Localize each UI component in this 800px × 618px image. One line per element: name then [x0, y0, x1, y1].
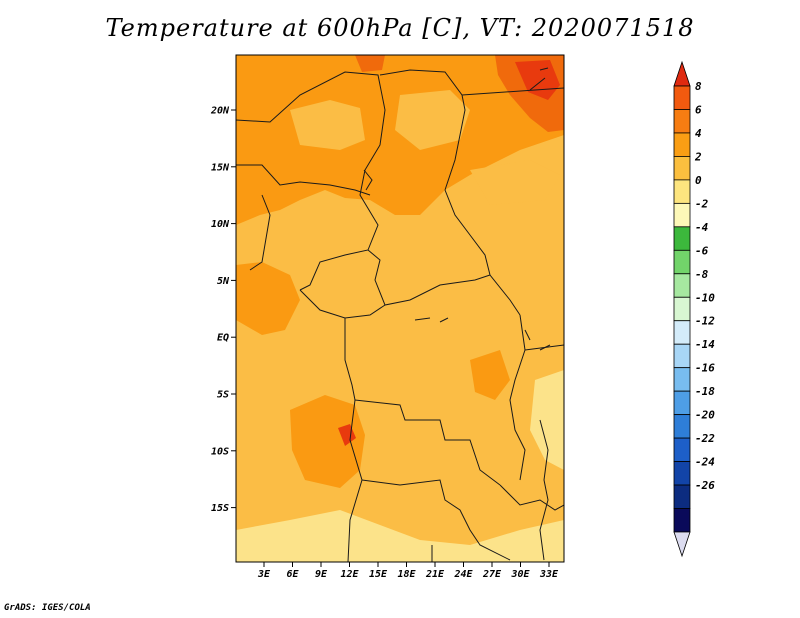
- colorbar-label: -16: [695, 362, 715, 375]
- lon-tick-label: 12E: [340, 569, 359, 580]
- colorbar-label: 2: [694, 150, 702, 163]
- field-light-patch-1: [290, 100, 365, 150]
- border-line: [249, 194, 271, 271]
- field-orange-sw: [290, 395, 365, 488]
- colorbar-label: 0: [695, 174, 702, 187]
- colorbar-swatch: [673, 179, 691, 204]
- field-orange-west: [236, 262, 300, 335]
- lon-tick-label: 21E: [425, 569, 445, 580]
- plot-title: Temperature at 600hPa [C], VT: 202007151…: [105, 14, 695, 42]
- latitude-axis: 20N 15N 10N 5N EQ 5S 10S 15S: [210, 106, 236, 514]
- colorbar-swatch: [673, 273, 691, 298]
- lat-tick-label: EQ: [217, 333, 229, 344]
- colorbar-label: -10: [695, 291, 715, 304]
- colorbar-swatch: [673, 85, 691, 110]
- colorbar-swatch: [673, 249, 691, 275]
- colorbar-swatch: [673, 508, 691, 533]
- border-line: [529, 67, 549, 91]
- lon-tick-label: 3E: [257, 569, 271, 580]
- colorbar-label: -6: [695, 244, 709, 257]
- colorbar-bottom-arrow: [673, 531, 691, 558]
- colorbar-label: 8: [695, 80, 702, 93]
- field-red-n: [355, 55, 385, 72]
- border-line: [361, 479, 511, 561]
- field-light-patch-2: [395, 90, 470, 150]
- colorbar-label: -2: [695, 197, 709, 210]
- lon-tick-label: 24E: [453, 569, 473, 580]
- lat-tick-label: 15S: [211, 503, 229, 514]
- colorbar-swatch: [673, 461, 691, 486]
- colorbar-swatch: [673, 132, 691, 157]
- colorbar-label: -8: [695, 268, 709, 281]
- lon-tick-label: 15E: [369, 569, 388, 580]
- lat-tick-label: 5N: [217, 276, 230, 287]
- field-pale-se: [530, 370, 564, 470]
- colorbar: 8 6 4 2 0 -2 -4 -6 -8 -10 -12 -14 -16 -18 -20 -22 -24 -26: [673, 60, 715, 558]
- colorbar-label: -20: [695, 409, 715, 422]
- lon-tick-label: 6E: [286, 569, 299, 580]
- lon-tick-label: 9E: [315, 569, 328, 580]
- colorbar-swatch: [673, 202, 691, 228]
- lat-tick-label: 20N: [210, 106, 230, 117]
- field-orange-east: [470, 350, 510, 400]
- grads-credit: GrADS: IGES/COLA: [4, 603, 91, 613]
- field-red-core: [515, 60, 560, 100]
- lon-tick-label: 27E: [482, 569, 502, 580]
- border-line: [367, 249, 491, 306]
- colorbar-label: 4: [695, 127, 702, 140]
- temperature-field: [236, 55, 564, 562]
- colorbar-label: -26: [695, 479, 715, 492]
- lat-tick-label: 10S: [211, 446, 229, 457]
- colorbar-swatch: [673, 414, 691, 439]
- colorbar-swatch: [673, 367, 691, 392]
- border-line: [236, 164, 371, 196]
- border-line: [539, 419, 549, 561]
- colorbar-label: -14: [695, 338, 715, 351]
- field-pale-south: [236, 510, 564, 562]
- country-borders: [236, 67, 564, 562]
- lon-tick-label: 33E: [539, 569, 559, 580]
- border-line: [461, 87, 564, 96]
- colorbar-swatch: [673, 343, 691, 369]
- border-line: [363, 169, 373, 191]
- colorbar-label: -22: [695, 432, 715, 445]
- colorbar-swatch: [673, 390, 691, 416]
- border-line: [444, 189, 521, 316]
- colorbar-swatch: [673, 296, 691, 322]
- colorbar-label: -24: [695, 456, 715, 469]
- lat-tick-label: 5S: [217, 390, 229, 401]
- border-line: [236, 71, 386, 171]
- colorbar-swatch: [673, 320, 691, 345]
- map-frame: [235, 54, 565, 563]
- lat-tick-label: 15N: [211, 162, 230, 173]
- colorbar-swatch: [673, 109, 691, 134]
- border-line: [299, 169, 379, 291]
- border-line: [499, 484, 564, 511]
- colorbar-label: 6: [695, 103, 702, 116]
- border-line: [414, 317, 551, 351]
- colorbar-swatch: [673, 437, 691, 462]
- colorbar-swatch: [673, 484, 691, 509]
- lat-tick-label: 10N: [211, 219, 230, 230]
- colorbar-label: -18: [695, 385, 715, 398]
- colorbar-swatch: [673, 226, 691, 251]
- border-line: [354, 399, 501, 486]
- colorbar-top-arrow: [673, 60, 691, 87]
- longitude-axis: 3E 6E 9E 12E 15E 18E 21E 24E 27E 30E 33E: [257, 562, 559, 580]
- border-line: [344, 318, 356, 401]
- field-light-patch-3: [470, 160, 560, 205]
- colorbar-label: -4: [695, 221, 709, 234]
- field-orange-north: [236, 55, 564, 225]
- colorbar-swatch: [673, 156, 691, 181]
- lon-tick-label: 30E: [510, 569, 530, 580]
- colorbar-label: -12: [695, 315, 715, 328]
- lon-tick-label: 18E: [397, 569, 416, 580]
